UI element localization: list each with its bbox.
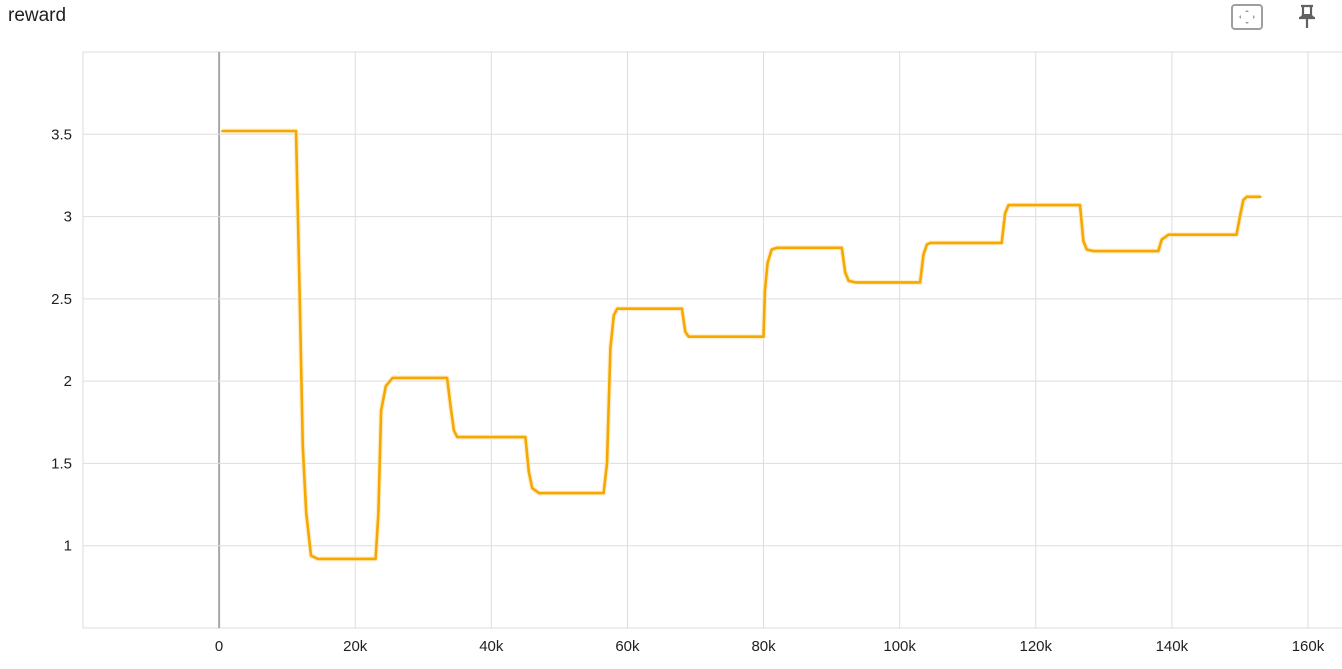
x-tick-label: 120k bbox=[1019, 638, 1052, 655]
x-tick-label: 80k bbox=[751, 638, 776, 655]
x-tick-label: 20k bbox=[343, 638, 368, 655]
pin-button[interactable] bbox=[1290, 3, 1324, 31]
pin-icon bbox=[1299, 4, 1315, 28]
series-layer bbox=[221, 128, 1262, 562]
x-tick-label: 40k bbox=[479, 638, 504, 655]
x-tick-label: 0 bbox=[215, 638, 223, 655]
y-tick-label: 2.5 bbox=[51, 291, 72, 308]
y-tick-label: 1.5 bbox=[51, 455, 72, 472]
x-tick-label: 140k bbox=[1156, 638, 1189, 655]
x-tick-label: 60k bbox=[615, 638, 640, 655]
chart-toolbar bbox=[1230, 3, 1324, 31]
y-axis: 1 1.5 2 2.5 3 3.5 bbox=[51, 126, 72, 554]
x-axis: 0 20k 40k 60k 80k 100k 120k 140k 160k bbox=[215, 638, 1325, 655]
x-tick-label: 160k bbox=[1292, 638, 1325, 655]
y-tick-label: 3.5 bbox=[51, 126, 72, 143]
fit-domain-button[interactable] bbox=[1230, 3, 1264, 31]
y-tick-label: 1 bbox=[64, 538, 72, 555]
fit-domain-icon bbox=[1231, 4, 1263, 30]
series-line[interactable] bbox=[221, 129, 1262, 561]
grid-lines bbox=[82, 51, 1342, 629]
y-tick-label: 2 bbox=[64, 373, 72, 390]
x-tick-label: 100k bbox=[883, 638, 916, 655]
chart-title: reward bbox=[8, 5, 67, 26]
y-tick-label: 3 bbox=[64, 209, 72, 226]
